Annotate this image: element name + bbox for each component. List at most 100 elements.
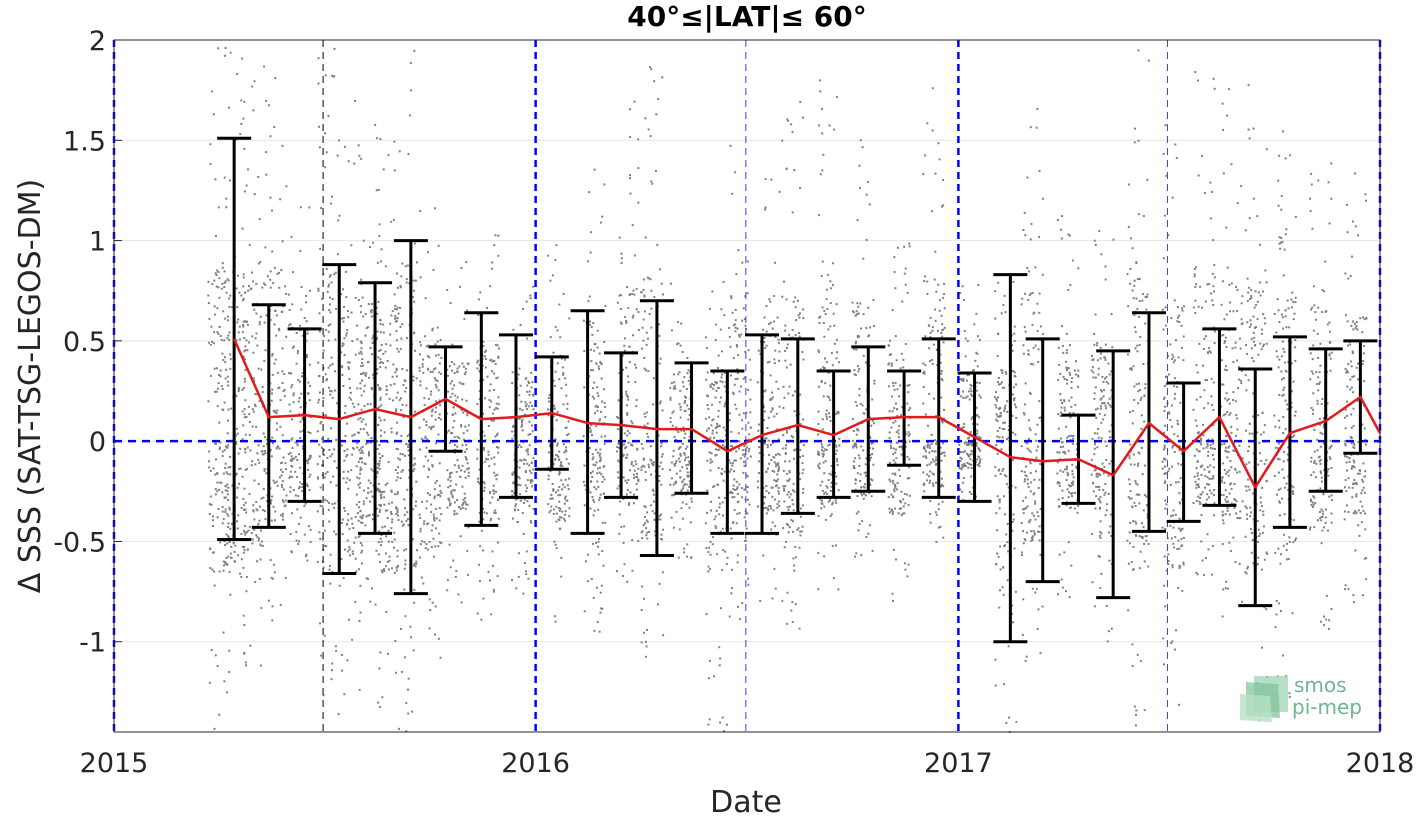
scatter-point (452, 406, 455, 409)
scatter-point (565, 446, 568, 449)
scatter-point (903, 492, 906, 495)
scatter-point (307, 431, 310, 434)
scatter-point (485, 457, 488, 460)
scatter-point (318, 531, 321, 534)
scatter-point (771, 495, 774, 498)
scatter-point (300, 392, 303, 395)
scatter-point (1020, 521, 1023, 524)
scatter-point (1008, 716, 1011, 719)
scatter-point (929, 479, 932, 482)
scatter-point (742, 412, 745, 415)
scatter-point (942, 293, 945, 296)
scatter-point (379, 358, 382, 361)
scatter-point (345, 296, 348, 299)
scatter-point (235, 443, 238, 446)
scatter-point (321, 298, 324, 301)
scatter-point (688, 435, 691, 438)
scatter-point (731, 496, 734, 499)
scatter-point (408, 469, 411, 472)
scatter-point (617, 442, 620, 445)
scatter-point (561, 357, 564, 360)
scatter-point (262, 282, 265, 285)
scatter-point (379, 434, 382, 437)
scatter-point (822, 395, 825, 398)
scatter-point (548, 394, 551, 397)
scatter-point (213, 367, 216, 370)
scatter-point (460, 266, 463, 269)
scatter-point (265, 314, 268, 317)
scatter-point (387, 540, 390, 543)
scatter-point (775, 412, 778, 415)
scatter-point (932, 343, 935, 346)
scatter-point (827, 500, 830, 503)
scatter-point (275, 412, 278, 415)
scatter-point (341, 518, 344, 521)
scatter-point (390, 567, 393, 570)
scatter-point (595, 541, 598, 544)
scatter-point (629, 192, 632, 195)
scatter-point (775, 480, 778, 483)
scatter-point (225, 197, 228, 200)
scatter-point (564, 377, 567, 380)
scatter-point (857, 454, 860, 457)
scatter-point (825, 485, 828, 488)
scatter-point (931, 362, 934, 365)
scatter-point (593, 500, 596, 503)
scatter-point (378, 386, 381, 389)
scatter-point (908, 245, 911, 248)
scatter-point (461, 444, 464, 447)
scatter-point (222, 518, 225, 521)
scatter-point (908, 466, 911, 469)
scatter-point (788, 471, 791, 474)
scatter-point (384, 483, 387, 486)
scatter-point (723, 445, 726, 448)
scatter-point (428, 627, 431, 630)
scatter-point (328, 386, 331, 389)
scatter-point (369, 481, 372, 484)
scatter-point (927, 444, 930, 447)
scatter-point (708, 546, 711, 549)
scatter-point (935, 462, 938, 465)
scatter-point (966, 340, 969, 343)
scatter-point (1071, 495, 1074, 498)
scatter-point (451, 343, 454, 346)
scatter-point (1056, 218, 1059, 221)
scatter-point (300, 308, 303, 311)
scatter-point (433, 516, 436, 519)
scatter-point (788, 496, 791, 499)
scatter-point (428, 493, 431, 496)
scatter-point (219, 441, 222, 444)
scatter-point (706, 404, 709, 407)
scatter-point (705, 613, 708, 616)
scatter-point (265, 173, 268, 176)
scatter-point (213, 305, 216, 308)
scatter-point (686, 445, 689, 448)
scatter-point (276, 371, 279, 374)
scatter-point (707, 570, 710, 573)
scatter-point (868, 492, 871, 495)
scatter-point (379, 396, 382, 399)
scatter-point (218, 570, 221, 573)
scatter-point (1037, 486, 1040, 489)
scatter-point (970, 467, 973, 470)
scatter-point (793, 457, 796, 460)
scatter-point (340, 653, 343, 656)
scatter-point (327, 285, 330, 288)
scatter-point (658, 514, 661, 517)
scatter-point (511, 494, 514, 497)
scatter-point (564, 358, 567, 361)
scatter-point (519, 492, 522, 495)
scatter-point (719, 607, 722, 610)
scatter-point (685, 503, 688, 506)
scatter-point (821, 455, 824, 458)
scatter-point (709, 540, 712, 543)
scatter-point (679, 476, 682, 479)
scatter-point (406, 369, 409, 372)
scatter-point (222, 472, 225, 475)
scatter-point (923, 483, 926, 486)
scatter-point (359, 447, 362, 450)
scatter-point (720, 350, 723, 353)
scatter-point (1031, 587, 1034, 590)
scatter-point (721, 716, 724, 719)
scatter-point (275, 334, 278, 337)
